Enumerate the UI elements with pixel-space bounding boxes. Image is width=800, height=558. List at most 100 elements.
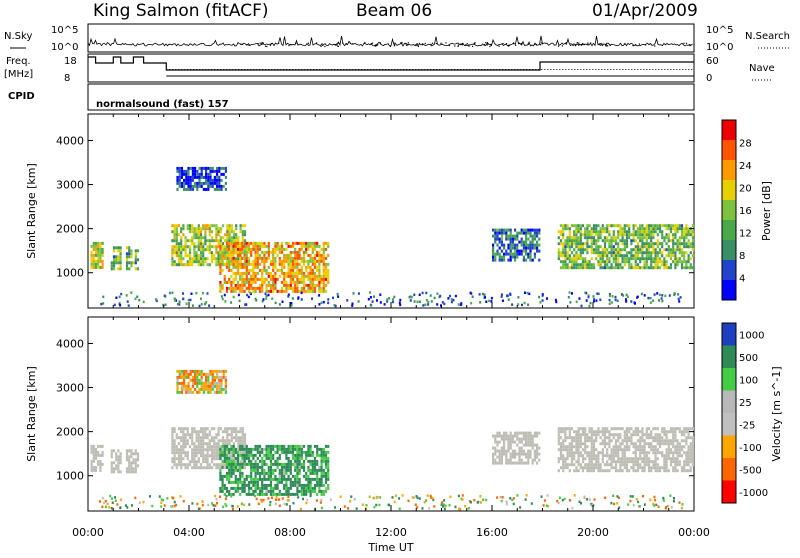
radar-cell [399, 508, 401, 511]
radar-cell [270, 478, 272, 481]
radar-cell [644, 233, 646, 236]
radar-cell [624, 224, 626, 227]
radar-cell [562, 445, 564, 448]
radar-cell [661, 451, 663, 454]
radar-cell [604, 439, 606, 442]
radar-cell [198, 260, 200, 263]
radar-cell [198, 466, 200, 469]
nave-dot [571, 69, 572, 70]
radar-cell [325, 290, 327, 293]
nave-dot [349, 69, 350, 70]
radar-cell [231, 239, 233, 242]
radar-cell [220, 173, 222, 176]
radar-cell [241, 257, 243, 260]
radar-cell [237, 430, 239, 433]
radar-cell [314, 457, 316, 460]
nsearch-dot [566, 42, 567, 43]
radar-cell [274, 260, 276, 263]
radar-cell [224, 451, 226, 454]
radar-cell [538, 232, 540, 235]
radar-cell [281, 493, 283, 496]
radar-cell [218, 230, 220, 233]
radar-cell [196, 460, 198, 463]
radar-cell [274, 275, 276, 278]
radar-cell [268, 469, 270, 472]
radar-cell [248, 484, 250, 487]
nsearch-dot [485, 42, 486, 43]
radar-cell [602, 433, 604, 436]
radar-cell [685, 457, 687, 460]
radar-cell [222, 445, 224, 448]
radar-cell [578, 445, 580, 448]
radar-cell [93, 260, 95, 263]
radar-cell [544, 499, 546, 502]
radar-cell [214, 391, 216, 394]
radar-cell [516, 244, 518, 247]
radar-cell [674, 251, 676, 254]
radar-cell [567, 224, 569, 227]
radar-cell [307, 263, 309, 266]
radar-cell [683, 242, 685, 245]
radar-cell [462, 494, 464, 497]
radar-cell [226, 266, 228, 269]
nave-dot [643, 69, 644, 70]
radar-cell [644, 454, 646, 457]
radar-cell [569, 427, 571, 430]
radar-cell [573, 254, 575, 257]
nave-dot [514, 69, 515, 70]
radar-cell [641, 224, 643, 227]
radar-cell [211, 466, 213, 469]
radar-cell [626, 442, 628, 445]
radar-cell [178, 460, 180, 463]
radar-cell [536, 250, 538, 253]
radar-cell [301, 269, 303, 272]
radar-cell [597, 251, 599, 254]
radar-cell [218, 427, 220, 430]
radar-cell [301, 463, 303, 466]
radar-cell [218, 463, 220, 466]
radar-cell [318, 284, 320, 287]
radar-cell [115, 455, 117, 458]
radar-cell [536, 432, 538, 435]
radar-cell [578, 263, 580, 266]
radar-cell [564, 266, 566, 269]
radar-cell [597, 260, 599, 263]
radar-cell [586, 242, 588, 245]
radar-cell [180, 454, 182, 457]
radar-cell [586, 451, 588, 454]
radar-cell [252, 466, 254, 469]
radar-cell [259, 487, 261, 490]
radar-cell [503, 244, 505, 247]
radar-cell [608, 457, 610, 460]
radar-cell [521, 459, 523, 462]
radar-cell [241, 503, 243, 506]
radar-cell [279, 454, 281, 457]
radar-cell [683, 233, 685, 236]
radar-cell [130, 291, 132, 294]
nsearch-dot [518, 42, 519, 43]
nave-dot [679, 69, 680, 70]
radar-cell [200, 239, 202, 242]
radar-cell [93, 448, 95, 451]
radar-cell [91, 257, 93, 260]
radar-cell [604, 442, 606, 445]
radar-cell [279, 490, 281, 493]
nave-dot [202, 69, 203, 70]
radar-cell [285, 248, 287, 251]
radar-cell [219, 263, 221, 266]
radar-cell [525, 238, 527, 241]
radar-cell [505, 253, 507, 256]
radar-cell [525, 247, 527, 250]
radar-cell [222, 460, 224, 463]
radar-cell [187, 457, 189, 460]
radar-cell [191, 436, 193, 439]
radar-cell [185, 236, 187, 239]
cpid-label: CPID [8, 91, 35, 102]
radar-cell [590, 302, 592, 305]
radar-cell [288, 260, 290, 263]
radar-cell [246, 493, 248, 496]
radar-cell [202, 457, 204, 460]
radar-cell [569, 301, 571, 304]
radar-cell [610, 502, 612, 505]
radar-cell [496, 238, 498, 241]
